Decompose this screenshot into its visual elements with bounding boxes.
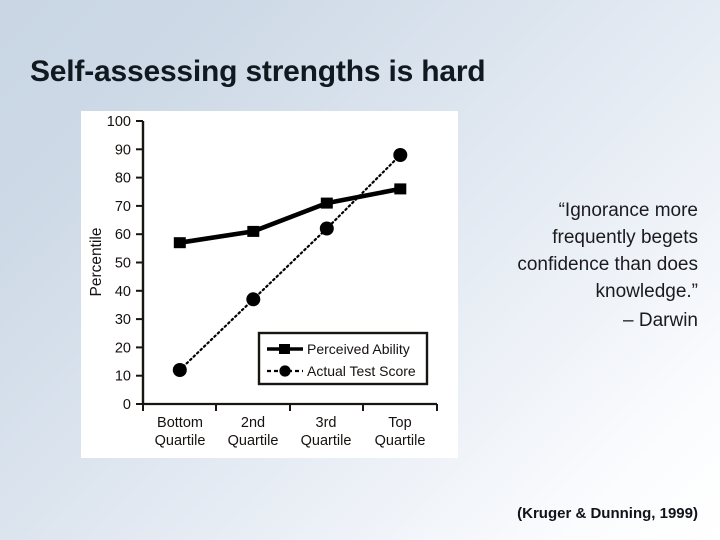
series-line xyxy=(177,186,403,245)
data-point-marker xyxy=(173,237,186,249)
x-cat-0-line2: Quartile xyxy=(155,433,206,449)
chart-series-layer xyxy=(172,148,408,377)
y-tick-30: 30 xyxy=(115,312,131,328)
y-axis-title: Percentile xyxy=(88,228,105,297)
legend-key-square-marker xyxy=(279,344,290,354)
y-tick-60: 60 xyxy=(115,227,131,243)
data-point-marker xyxy=(393,148,408,162)
data-point-marker xyxy=(319,221,334,236)
x-cat-0-line1: Bottom xyxy=(157,415,203,431)
y-tick-20: 20 xyxy=(115,340,131,356)
y-tick-10: 10 xyxy=(115,369,131,385)
x-cat-1-line2: Quartile xyxy=(228,433,279,449)
legend-label-actual-test-score: Actual Test Score xyxy=(307,363,416,379)
x-cat-2-line2: Quartile xyxy=(301,433,352,449)
chart-legend: Perceived Ability Actual Test Score xyxy=(257,331,429,386)
y-tick-40: 40 xyxy=(115,284,131,300)
data-point-marker xyxy=(172,363,187,377)
y-tick-80: 80 xyxy=(115,171,131,187)
page-title: Self-assessing strengths is hard xyxy=(30,55,486,88)
y-axis-tick-labels: 100 90 80 70 60 50 40 30 20 10 0 xyxy=(107,114,131,413)
data-point-marker xyxy=(320,197,333,209)
x-cat-3-line2: Quartile xyxy=(375,433,426,449)
kruger-dunning-line-chart: 100 90 80 70 60 50 40 30 20 10 0 Percent… xyxy=(81,111,458,458)
quote-text: “Ignorance more frequently begets confid… xyxy=(517,200,698,302)
series-perceived-ability xyxy=(173,183,407,249)
y-axis-ticks xyxy=(136,120,143,405)
data-point-marker xyxy=(394,183,407,195)
data-point-marker xyxy=(246,292,261,307)
series-actual-test-score xyxy=(172,148,408,377)
data-point-marker xyxy=(247,225,260,237)
legend-key-circle-marker xyxy=(279,365,291,377)
citation: (Kruger & Dunning, 1999) xyxy=(517,505,698,522)
series-line xyxy=(178,153,402,372)
legend-label-perceived-ability: Perceived Ability xyxy=(307,341,410,357)
chart-panel: 100 90 80 70 60 50 40 30 20 10 0 Percent… xyxy=(81,111,458,458)
x-axis-ticks xyxy=(142,404,438,411)
y-tick-0: 0 xyxy=(123,397,131,413)
x-axis-category-labels: Bottom Quartile 2nd Quartile 3rd Quartil… xyxy=(155,415,426,449)
x-cat-2-line1: 3rd xyxy=(316,415,337,431)
y-tick-90: 90 xyxy=(115,142,131,158)
y-tick-100: 100 xyxy=(107,114,131,130)
x-cat-1-line1: 2nd xyxy=(241,415,265,431)
y-tick-70: 70 xyxy=(115,199,131,215)
x-cat-3-line1: Top xyxy=(388,415,411,431)
y-tick-50: 50 xyxy=(115,256,131,272)
quote-block: “Ignorance more frequently begets confid… xyxy=(478,198,698,335)
quote-attribution: – Darwin xyxy=(623,309,698,331)
